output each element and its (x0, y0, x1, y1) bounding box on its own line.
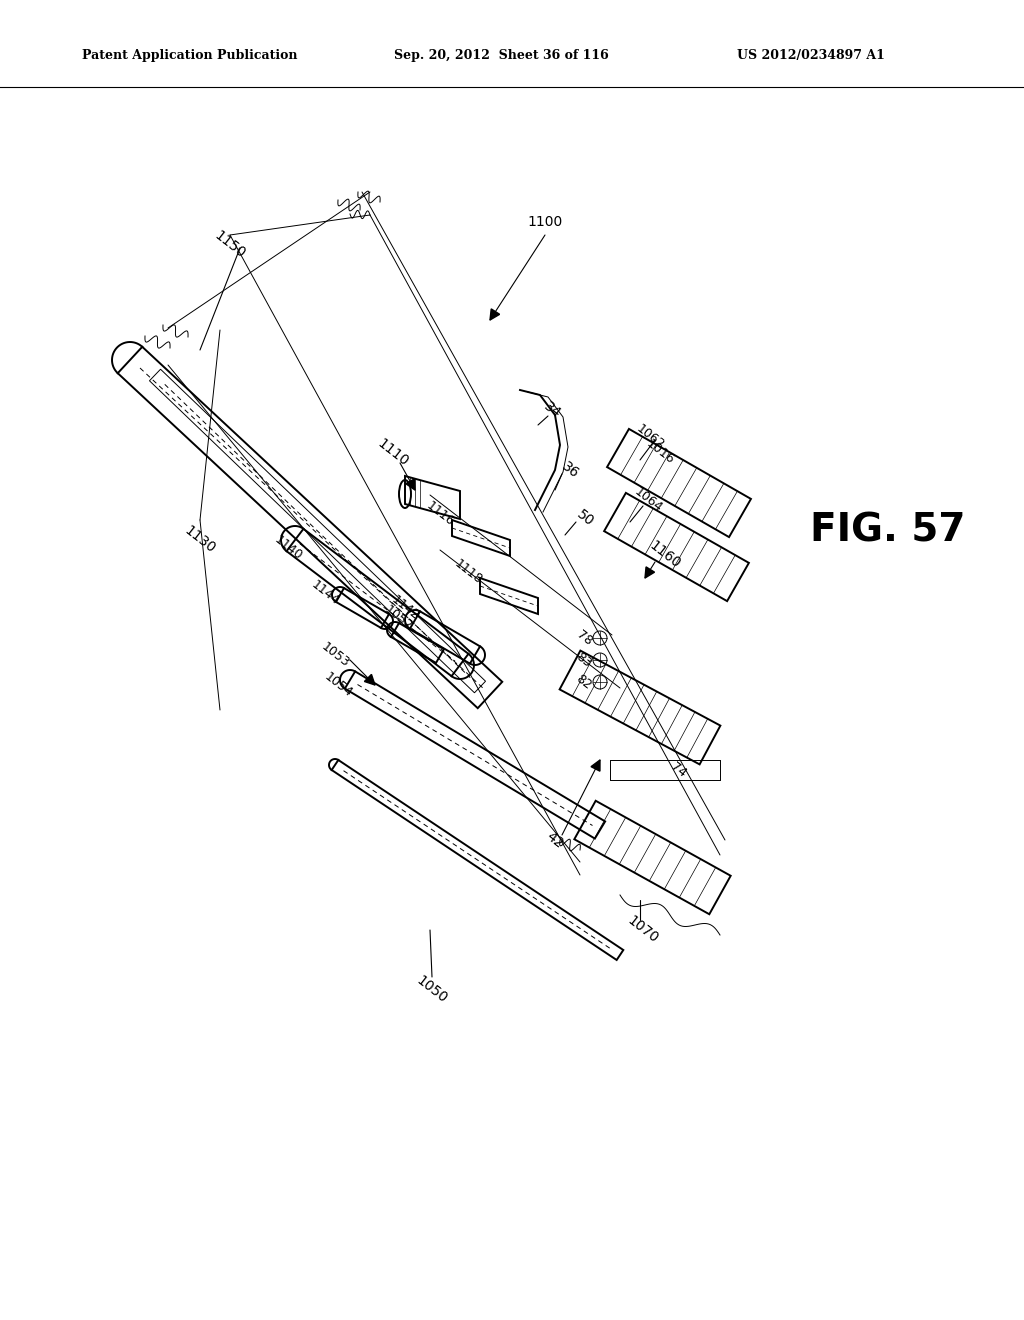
Text: US 2012/0234897 A1: US 2012/0234897 A1 (737, 49, 885, 62)
Text: 1142: 1142 (388, 593, 422, 623)
Text: 1144: 1144 (308, 578, 341, 607)
Text: 1016: 1016 (643, 437, 677, 467)
Text: 1054: 1054 (322, 671, 354, 700)
Text: 50: 50 (573, 507, 596, 529)
Text: 1053: 1053 (318, 640, 351, 669)
Text: Patent Application Publication: Patent Application Publication (82, 49, 297, 62)
Text: 1110: 1110 (375, 437, 412, 470)
Polygon shape (406, 479, 415, 490)
Text: 1100: 1100 (527, 215, 562, 228)
Text: FIG. 57: FIG. 57 (810, 511, 966, 549)
Text: 34: 34 (541, 399, 563, 421)
Text: 42: 42 (544, 829, 566, 851)
Text: 1064: 1064 (632, 486, 665, 515)
Text: 1062: 1062 (634, 422, 667, 451)
Text: 1118: 1118 (452, 557, 484, 587)
Text: 1052: 1052 (382, 603, 415, 632)
Text: 1116: 1116 (424, 499, 457, 529)
Text: 83: 83 (573, 649, 594, 671)
Text: 78: 78 (573, 628, 594, 648)
Text: 1050: 1050 (414, 974, 451, 1006)
Text: 1070: 1070 (625, 913, 662, 946)
Polygon shape (365, 675, 375, 685)
Text: 1130: 1130 (182, 524, 218, 556)
Text: Sep. 20, 2012  Sheet 36 of 116: Sep. 20, 2012 Sheet 36 of 116 (394, 49, 609, 62)
Text: 74: 74 (668, 760, 688, 780)
Text: 1150: 1150 (212, 228, 248, 261)
Text: 1160: 1160 (647, 539, 683, 572)
Polygon shape (645, 566, 654, 578)
Polygon shape (591, 760, 600, 771)
Text: 1140: 1140 (271, 533, 304, 562)
Text: 82: 82 (573, 672, 594, 692)
Text: 36: 36 (559, 459, 582, 480)
Polygon shape (490, 309, 500, 319)
